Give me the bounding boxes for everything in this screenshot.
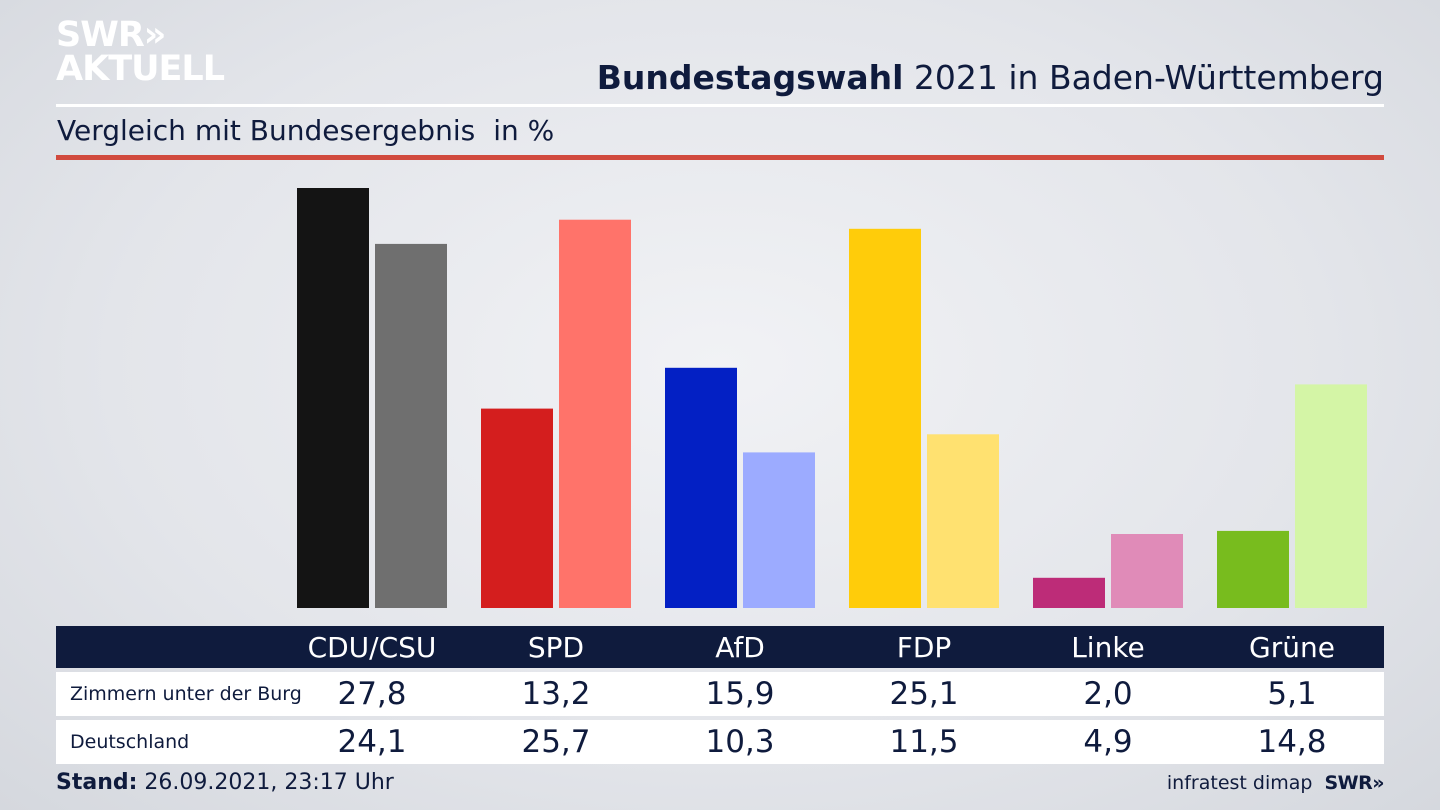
bar-local-grüne [1217, 530, 1289, 608]
table-cell: 25,1 [889, 676, 959, 712]
table-cell: 25,7 [521, 724, 591, 760]
subtitle-text: Vergleich mit Bundesergebnis [57, 114, 476, 147]
column-header: CDU/CSU [307, 630, 437, 664]
swr-brand-logo: SWR» [1324, 772, 1384, 794]
table-cell: 15,9 [705, 676, 775, 712]
column-header: AfD [715, 630, 765, 664]
bar-local-cdu-csu [297, 188, 369, 608]
table-cell: 4,9 [1083, 724, 1133, 760]
table-row: Zimmern unter der Burg 27,8 13,2 15,9 25,1 2… [56, 672, 1384, 716]
table-header-row: CDU/CSU SPD AfD FDP Linke Grüne [56, 626, 1384, 668]
table-cell: 14,8 [1257, 724, 1327, 760]
chart-subtitle: Vergleich mit Bundesergebnis in % [57, 114, 554, 147]
table-cell: 10,3 [705, 724, 775, 760]
page-title: Bundestagswahl 2021 in Baden-Württemberg [597, 58, 1384, 97]
logo-line-1: SWR» [56, 15, 166, 55]
bar-national-grüne [1295, 384, 1367, 608]
bar-national-afd [743, 452, 815, 608]
stand-label: Stand: [56, 770, 138, 795]
title-bold: Bundestagswahl [596, 58, 904, 97]
results-table: CDU/CSU SPD AfD FDP Linke Grüne Zimmern unter… [56, 626, 1384, 764]
accent-rule [56, 155, 1384, 160]
row-label: Zimmern unter der Burg [70, 683, 302, 705]
bar-local-linke [1033, 577, 1105, 608]
title-rest: 2021 in Baden-Württemberg [903, 58, 1384, 97]
source-credit: infratest dimap SWR» [1166, 772, 1385, 794]
table-cell: 5,1 [1267, 676, 1317, 712]
unit-label: in % [493, 114, 555, 147]
swr-aktuell-logo: SWR» AKTUELL [56, 15, 225, 89]
bar-local-fdp [849, 228, 921, 609]
table-cell: 11,5 [889, 724, 959, 760]
bar-local-afd [665, 367, 737, 608]
logo-line-2: AKTUELL [56, 49, 225, 89]
column-header: Linke [1071, 630, 1145, 664]
table-cell: 2,0 [1083, 676, 1133, 712]
column-header: Grüne [1249, 630, 1335, 664]
stand-value: 26.09.2021, 23:17 Uhr [137, 770, 394, 795]
bar-chart [297, 188, 1367, 609]
title-divider [56, 104, 1384, 107]
column-header: FDP [896, 630, 952, 664]
table-row: Deutschland 24,1 25,7 10,3 11,5 4,9 14,8 [56, 720, 1384, 764]
table-cell: 13,2 [521, 676, 591, 712]
column-header: SPD [527, 630, 585, 664]
bar-national-spd [559, 219, 631, 608]
bar-national-cdu-csu [375, 243, 447, 608]
timestamp: Stand: 26.09.2021, 23:17 Uhr [56, 770, 394, 795]
bar-national-linke [1111, 534, 1183, 608]
source-text: infratest dimap [1166, 772, 1313, 794]
table-cell: 24,1 [337, 724, 407, 760]
table-cell: 27,8 [337, 676, 407, 712]
bar-local-spd [481, 408, 553, 608]
row-label: Deutschland [70, 731, 190, 753]
bar-national-fdp [927, 434, 999, 608]
